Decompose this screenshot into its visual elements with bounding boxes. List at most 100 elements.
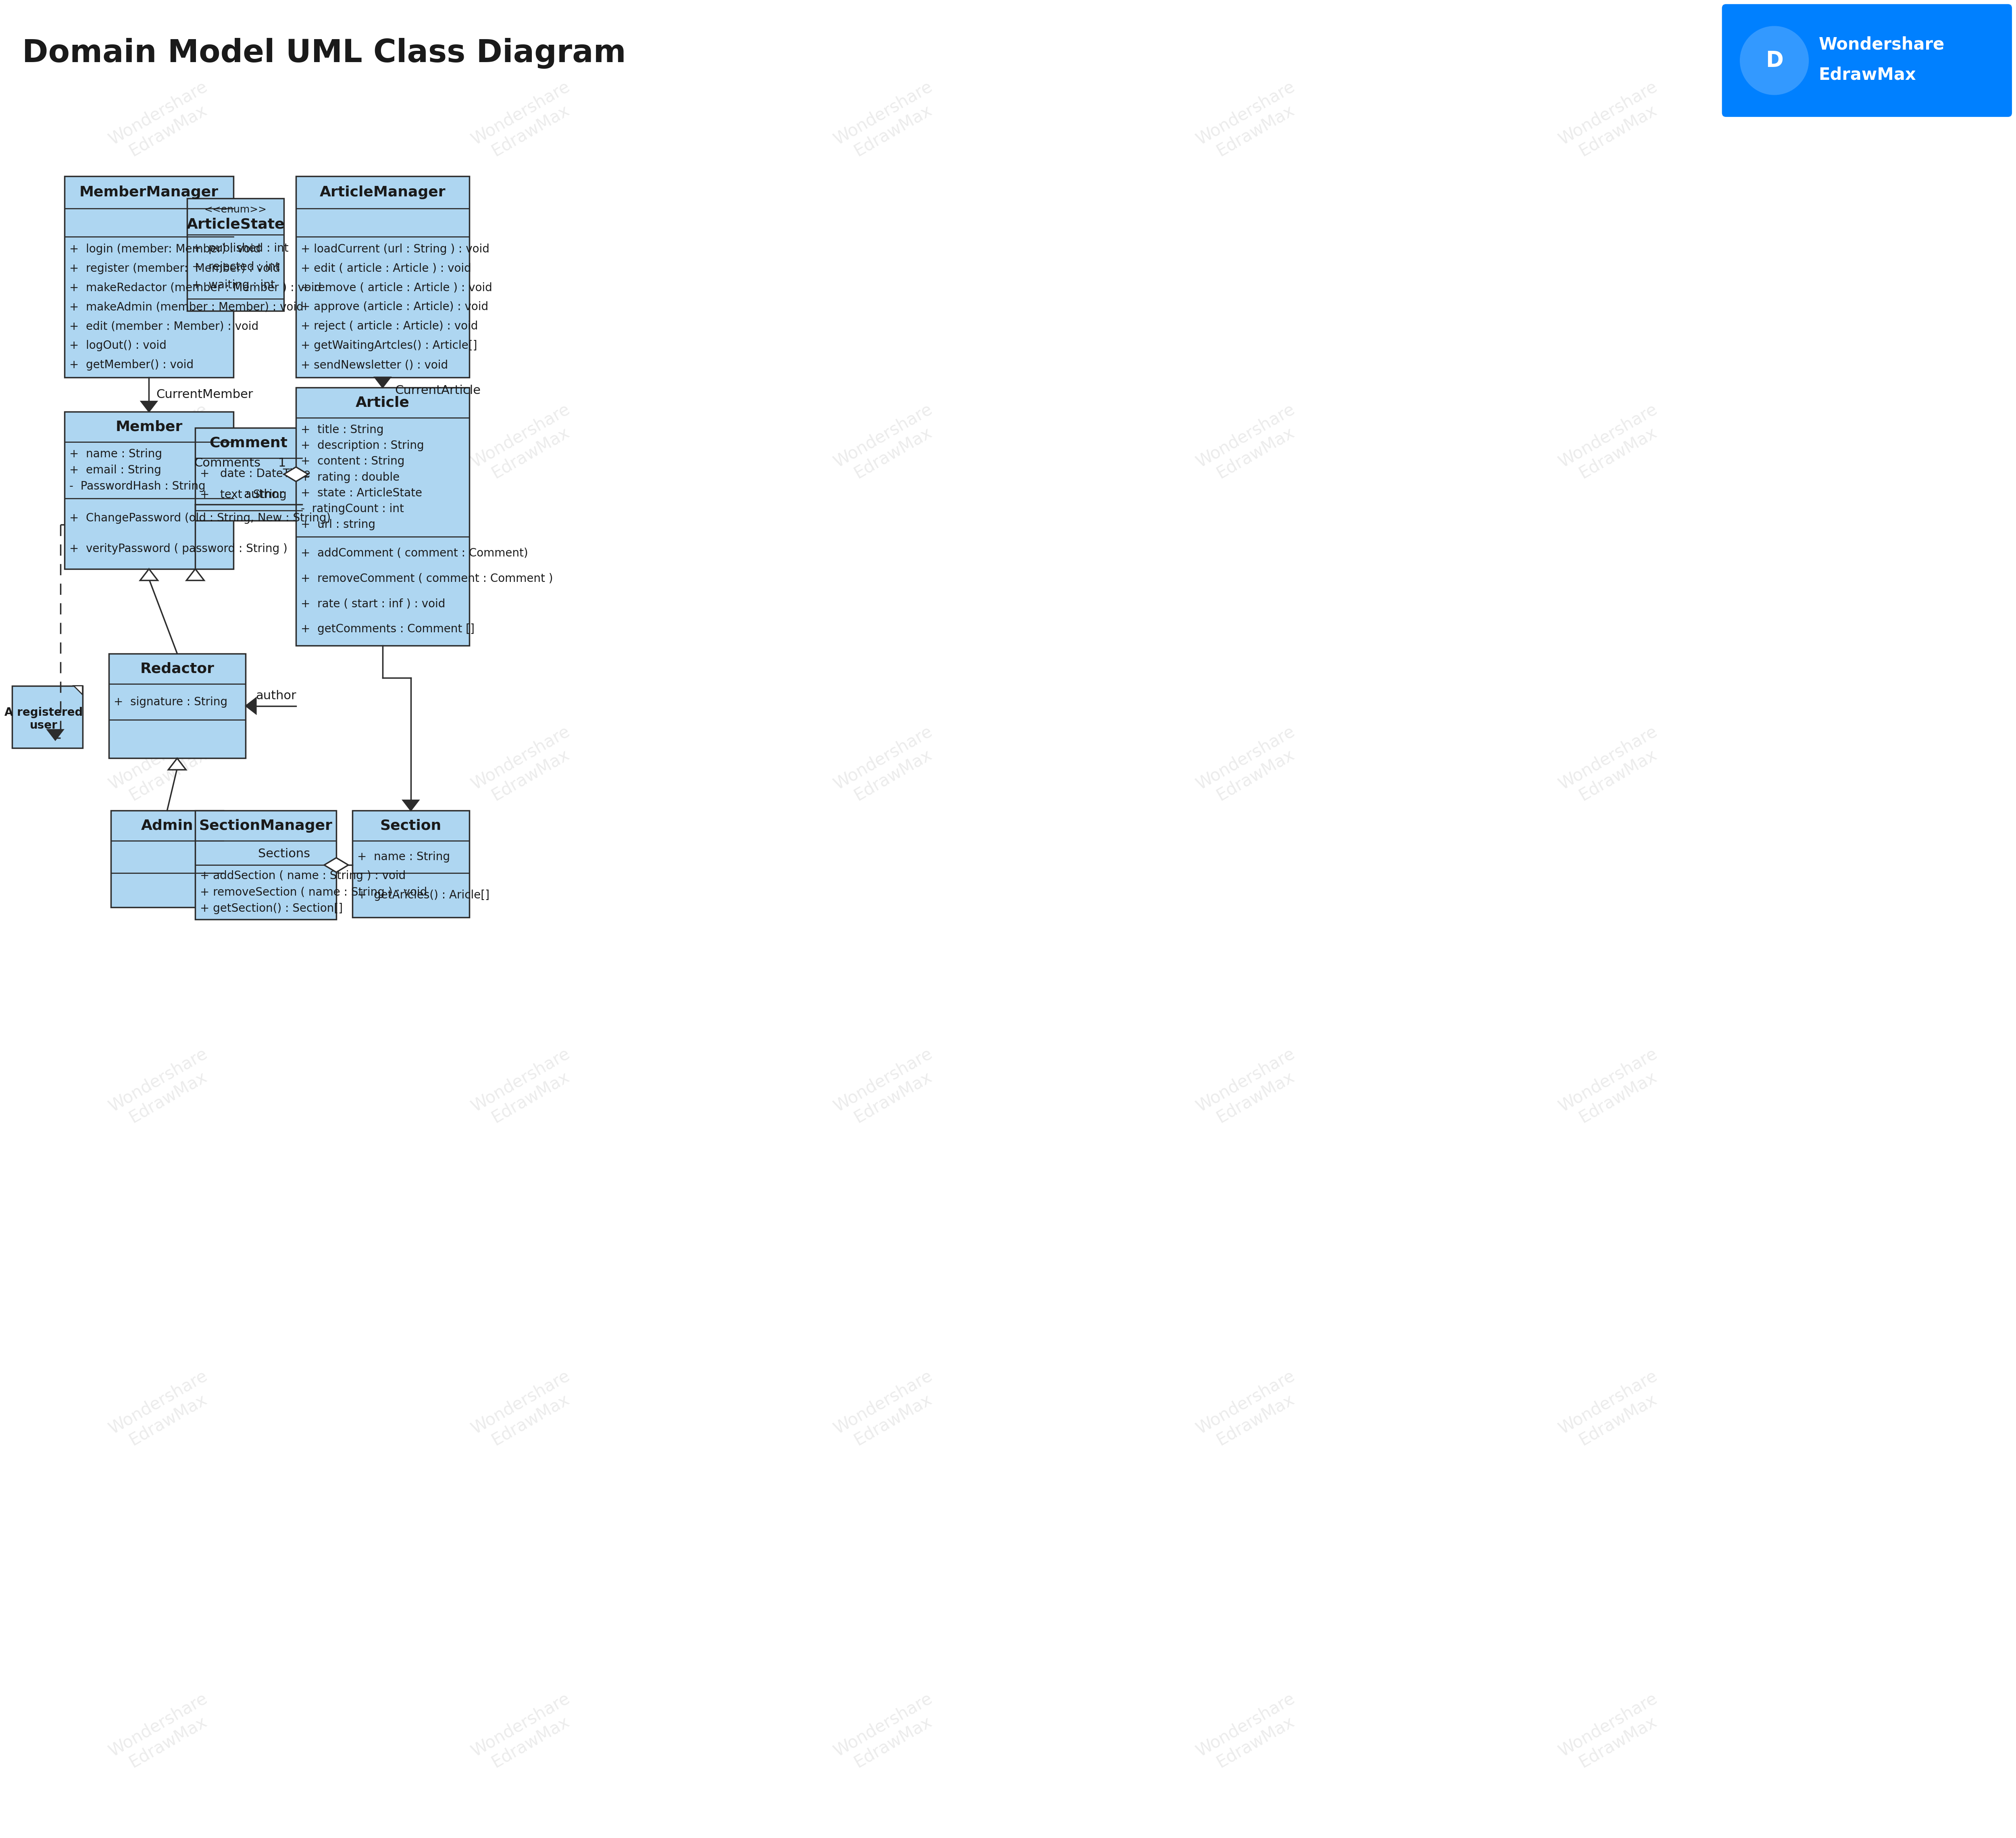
Polygon shape (46, 730, 62, 741)
Text: +   date : DateTime: + date : DateTime (200, 469, 310, 480)
Text: +  content : String: + content : String (300, 456, 405, 467)
FancyBboxPatch shape (353, 811, 470, 917)
Text: Wondershare
EdrawMax: Wondershare EdrawMax (1556, 1689, 1671, 1777)
Text: 1: 1 (278, 458, 286, 469)
Text: Wondershare
EdrawMax: Wondershare EdrawMax (468, 1367, 583, 1454)
FancyBboxPatch shape (12, 686, 83, 748)
Text: + removeSection ( name : String ) : void: + removeSection ( name : String ) : void (200, 886, 427, 897)
Text: Wondershare
EdrawMax: Wondershare EdrawMax (468, 401, 583, 487)
Text: +  logOut() : void: + logOut() : void (69, 340, 167, 351)
Text: ArticleManager: ArticleManager (321, 186, 446, 199)
Text: CurrentArticle: CurrentArticle (395, 384, 480, 397)
Text: Domain Model UML Class Diagram: Domain Model UML Class Diagram (22, 39, 625, 68)
Polygon shape (167, 759, 185, 770)
Text: +  makeRedactor (member : Member ) : void: + makeRedactor (member : Member ) : void (69, 281, 321, 294)
Text: Wondershare
EdrawMax: Wondershare EdrawMax (831, 79, 946, 165)
Text: +  state : ArticleState: + state : ArticleState (300, 487, 421, 498)
Text: +  rejected : int: + rejected : int (192, 261, 280, 272)
Text: Redactor: Redactor (139, 662, 214, 676)
Text: Wondershare
EdrawMax: Wondershare EdrawMax (1193, 79, 1308, 165)
Text: +  title : String: + title : String (300, 425, 383, 436)
FancyBboxPatch shape (296, 176, 470, 377)
Text: +  name : String: + name : String (69, 448, 161, 459)
Text: author: author (244, 489, 284, 500)
Text: + edit ( article : Article ) : void: + edit ( article : Article ) : void (300, 263, 472, 274)
Text: +  rate ( start : inf ) : void: + rate ( start : inf ) : void (300, 597, 446, 610)
Text: Member: Member (115, 421, 183, 434)
FancyBboxPatch shape (196, 811, 337, 919)
Text: D: D (1766, 50, 1784, 72)
Text: Wondershare
EdrawMax: Wondershare EdrawMax (831, 1367, 946, 1454)
Text: Wondershare
EdrawMax: Wondershare EdrawMax (1193, 1367, 1308, 1454)
Text: +  email : String: + email : String (69, 465, 161, 476)
Polygon shape (185, 570, 204, 581)
Text: +  getComments : Comment []: + getComments : Comment [] (300, 623, 474, 634)
Text: + remove ( article : Article ) : void: + remove ( article : Article ) : void (300, 281, 492, 294)
Polygon shape (284, 467, 308, 482)
Text: Wondershare
EdrawMax: Wondershare EdrawMax (831, 722, 946, 811)
Text: Wondershare
EdrawMax: Wondershare EdrawMax (831, 1689, 946, 1777)
Text: + addSection ( name : String ) : void: + addSection ( name : String ) : void (200, 869, 405, 882)
Text: Wondershare
EdrawMax: Wondershare EdrawMax (468, 79, 583, 165)
Text: Comment: Comment (210, 436, 288, 450)
Text: +   text : String: + text : String (200, 489, 286, 500)
Text: Article: Article (355, 395, 409, 410)
Text: +  getMember() : void: + getMember() : void (69, 360, 194, 371)
Text: +  description : String: + description : String (300, 439, 423, 450)
FancyBboxPatch shape (65, 176, 234, 377)
FancyBboxPatch shape (109, 654, 246, 759)
Text: + reject ( article : Article) : void: + reject ( article : Article) : void (300, 320, 478, 333)
Polygon shape (139, 570, 157, 581)
Text: <<enum>>: <<enum>> (204, 206, 266, 215)
FancyBboxPatch shape (187, 199, 284, 311)
Polygon shape (141, 401, 157, 412)
Text: Section: Section (381, 820, 442, 833)
Text: SectionManager: SectionManager (200, 820, 333, 833)
Text: A registered
user: A registered user (4, 708, 83, 732)
Text: Wondershare
EdrawMax: Wondershare EdrawMax (1556, 401, 1671, 487)
Text: +  makeAdmin (member : Member) : void: + makeAdmin (member : Member) : void (69, 301, 302, 312)
Text: + loadCurrent (url : String ) : void: + loadCurrent (url : String ) : void (300, 243, 490, 255)
Text: Wondershare
EdrawMax: Wondershare EdrawMax (468, 1046, 583, 1132)
Text: +  removeComment ( comment : Comment ): + removeComment ( comment : Comment ) (300, 573, 552, 584)
Text: Wondershare
EdrawMax: Wondershare EdrawMax (1556, 1046, 1671, 1132)
Polygon shape (403, 800, 419, 811)
Text: +  rating : double: + rating : double (300, 472, 399, 483)
Text: CurrentMember: CurrentMember (155, 390, 254, 401)
Text: +  edit (member : Member) : void: + edit (member : Member) : void (69, 320, 258, 333)
Text: +  published : int: + published : int (192, 243, 288, 254)
Text: Wondershare
EdrawMax: Wondershare EdrawMax (468, 1689, 583, 1777)
Text: Wondershare
EdrawMax: Wondershare EdrawMax (1193, 1689, 1308, 1777)
Text: Wondershare
EdrawMax: Wondershare EdrawMax (831, 1046, 946, 1132)
Polygon shape (75, 686, 83, 695)
Text: Wondershare
EdrawMax: Wondershare EdrawMax (107, 722, 220, 811)
Text: +  ChangePassword (old : String, New : String): + ChangePassword (old : String, New : St… (69, 513, 331, 524)
Polygon shape (325, 858, 349, 873)
Text: Wondershare
EdrawMax: Wondershare EdrawMax (107, 1689, 220, 1777)
Text: + approve (article : Article) : void: + approve (article : Article) : void (300, 301, 488, 312)
Text: Wondershare
EdrawMax: Wondershare EdrawMax (107, 1367, 220, 1454)
Polygon shape (375, 377, 391, 388)
FancyBboxPatch shape (65, 412, 234, 570)
Text: MemberManager: MemberManager (79, 186, 218, 199)
Text: +  name : String: + name : String (357, 851, 450, 862)
Text: Wondershare
EdrawMax: Wondershare EdrawMax (1193, 401, 1308, 487)
Text: author: author (256, 689, 296, 702)
FancyBboxPatch shape (111, 811, 224, 908)
Text: + sendNewsletter () : void: + sendNewsletter () : void (300, 360, 448, 371)
Text: Wondershare
EdrawMax: Wondershare EdrawMax (1556, 79, 1671, 165)
Text: Wondershare
EdrawMax: Wondershare EdrawMax (1556, 1367, 1671, 1454)
Text: + getSection() : Section[]: + getSection() : Section[] (200, 902, 343, 913)
Circle shape (1740, 26, 1808, 96)
Text: Wondershare
EdrawMax: Wondershare EdrawMax (831, 401, 946, 487)
Text: + getWaitingArtcles() : Article[]: + getWaitingArtcles() : Article[] (300, 340, 478, 351)
Text: +  verityPassword ( password : String ): + verityPassword ( password : String ) (69, 544, 288, 555)
Text: -  ratingCount : int: - ratingCount : int (300, 504, 403, 515)
Text: +  addComment ( comment : Comment): + addComment ( comment : Comment) (300, 548, 528, 559)
Text: Wondershare
EdrawMax: Wondershare EdrawMax (468, 722, 583, 811)
Text: +  waiting : int: + waiting : int (192, 279, 274, 290)
Text: Wondershare
EdrawMax: Wondershare EdrawMax (1556, 722, 1671, 811)
Text: +  signature : String: + signature : String (113, 697, 228, 708)
FancyBboxPatch shape (1722, 4, 2012, 118)
Text: Wondershare
EdrawMax: Wondershare EdrawMax (1193, 722, 1308, 811)
